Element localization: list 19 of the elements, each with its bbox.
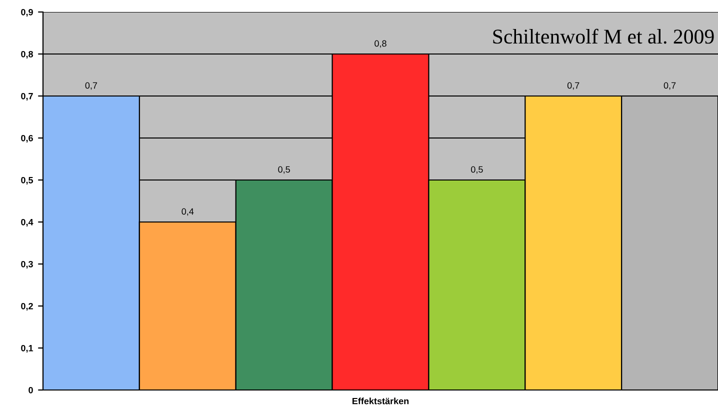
data-label: 0,5 xyxy=(278,166,290,174)
data-label: 0,7 xyxy=(85,82,98,90)
y-tick-label: 0,1 xyxy=(21,344,34,353)
y-tick-label: 0 xyxy=(28,386,33,394)
annotation: Schiltenwolf M et al. 2009 xyxy=(493,28,714,44)
data-label: 0,5 xyxy=(471,166,483,174)
y-tick-label: 0,4 xyxy=(21,218,34,227)
data-label: 0,4 xyxy=(182,208,194,216)
data-label: 0,7 xyxy=(567,82,580,90)
y-tick-label: 0,5 xyxy=(21,176,34,185)
y-tick-label: 0,8 xyxy=(21,50,33,59)
y-tick-label: 0,7 xyxy=(21,92,33,101)
y-tick-label: 0,3 xyxy=(21,260,33,269)
y-tick-label: 0,2 xyxy=(21,302,33,311)
x-axis-title: Effektstärken xyxy=(352,398,409,404)
y-tick-label: 0,9 xyxy=(21,8,33,17)
data-label: 0,8 xyxy=(374,40,386,48)
y-tick-label: 0,6 xyxy=(21,134,33,143)
data-label: 0,7 xyxy=(664,82,676,90)
